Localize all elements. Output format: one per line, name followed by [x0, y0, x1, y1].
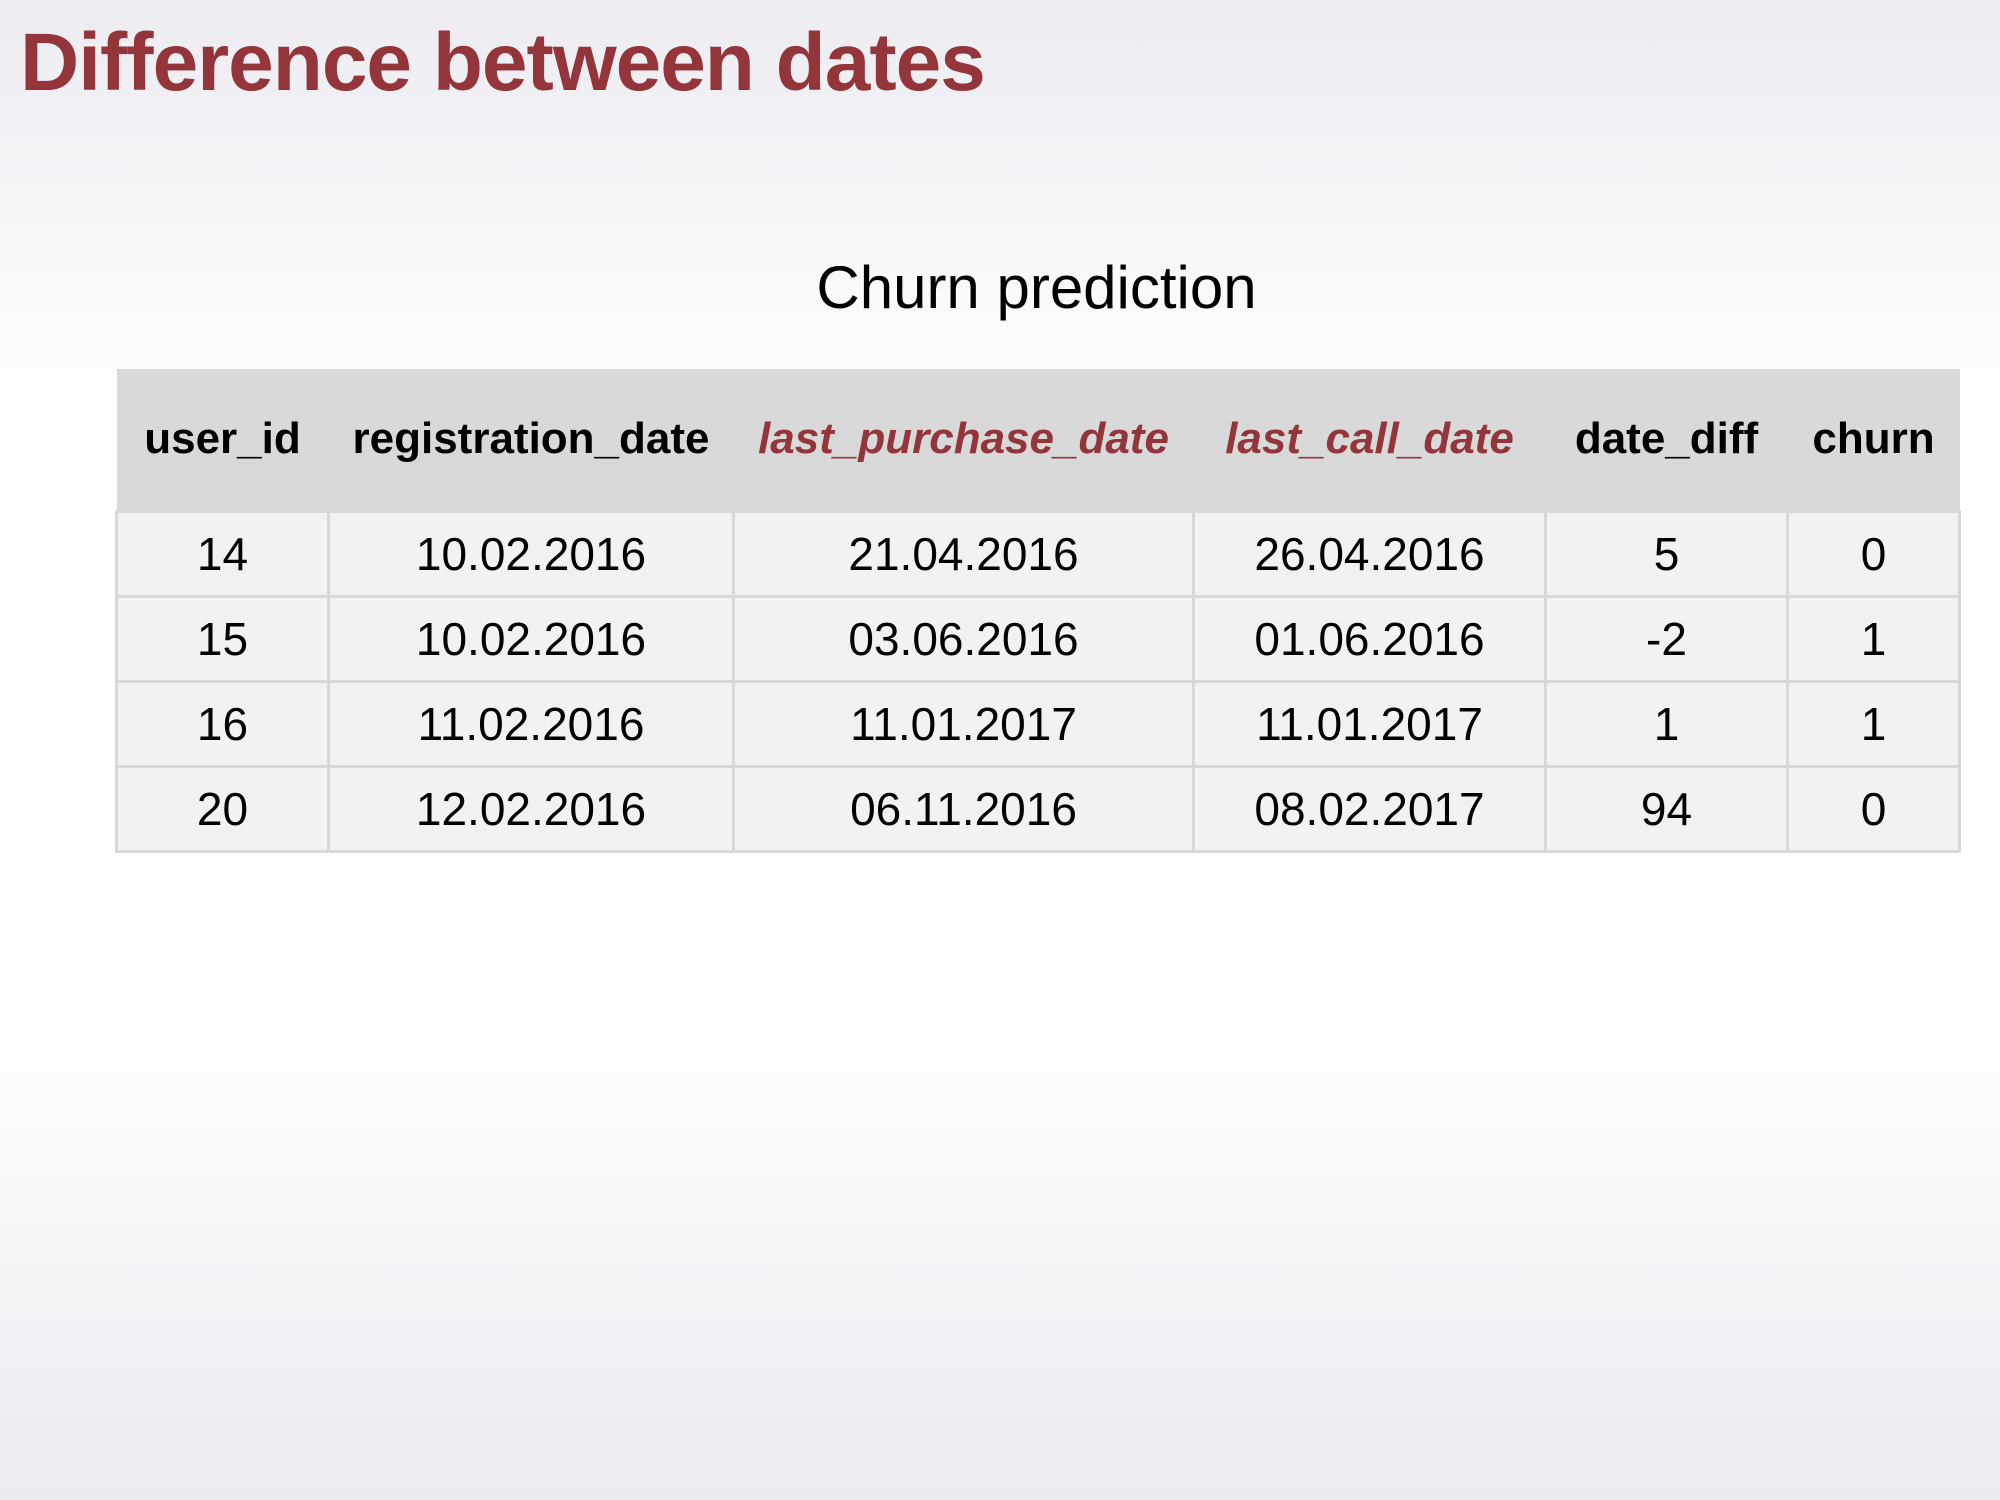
cell-user-id: 14: [115, 509, 330, 598]
cell-user-id: 16: [115, 679, 330, 768]
table-header-row: user_id registration_date last_purchase_…: [116, 369, 1960, 511]
table-row: 16 11.02.2016 11.01.2017 11.01.2017 1 1: [115, 679, 1961, 768]
cell-registration-date: 10.02.2016: [327, 594, 735, 683]
cell-date-diff: -2: [1544, 594, 1789, 683]
cell-registration-date: 12.02.2016: [327, 764, 735, 853]
cell-user-id: 15: [115, 594, 330, 683]
cell-last-purchase-date: 03.06.2016: [732, 594, 1195, 683]
table-caption: Churn prediction: [816, 254, 1257, 321]
slide-title: Difference between dates: [20, 17, 986, 108]
cell-last-call-date: 11.01.2017: [1192, 679, 1547, 768]
column-header-churn: churn: [1812, 414, 1935, 464]
cell-date-diff: 5: [1544, 509, 1789, 598]
cell-registration-date: 10.02.2016: [327, 509, 735, 598]
cell-last-purchase-date: 11.01.2017: [732, 679, 1195, 768]
column-header-last-call-date: last_call_date: [1225, 414, 1514, 464]
cell-last-call-date: 26.04.2016: [1192, 509, 1547, 598]
cell-last-purchase-date: 06.11.2016: [732, 764, 1195, 853]
cell-last-call-date: 08.02.2017: [1192, 764, 1547, 853]
column-header-user-id: user_id: [144, 414, 301, 464]
cell-churn: 0: [1786, 764, 1961, 853]
table-row: 14 10.02.2016 21.04.2016 26.04.2016 5 0: [115, 509, 1961, 598]
table-row: 15 10.02.2016 03.06.2016 01.06.2016 -2 1: [115, 594, 1961, 683]
cell-date-diff: 1: [1544, 679, 1789, 768]
column-header-last-purchase-date: last_purchase_date: [758, 414, 1169, 464]
cell-last-call-date: 01.06.2016: [1192, 594, 1547, 683]
column-header-registration-date: registration_date: [352, 414, 710, 464]
table-row: 20 12.02.2016 06.11.2016 08.02.2017 94 0: [115, 764, 1961, 853]
cell-churn: 1: [1786, 594, 1961, 683]
cell-last-purchase-date: 21.04.2016: [732, 509, 1195, 598]
column-header-date-diff: date_diff: [1574, 414, 1759, 464]
cell-user-id: 20: [115, 764, 330, 853]
cell-date-diff: 94: [1544, 764, 1789, 853]
cell-churn: 0: [1786, 509, 1961, 598]
cell-churn: 1: [1786, 679, 1961, 768]
cell-registration-date: 11.02.2016: [327, 679, 735, 768]
churn-table: user_id registration_date last_purchase_…: [115, 369, 1961, 853]
